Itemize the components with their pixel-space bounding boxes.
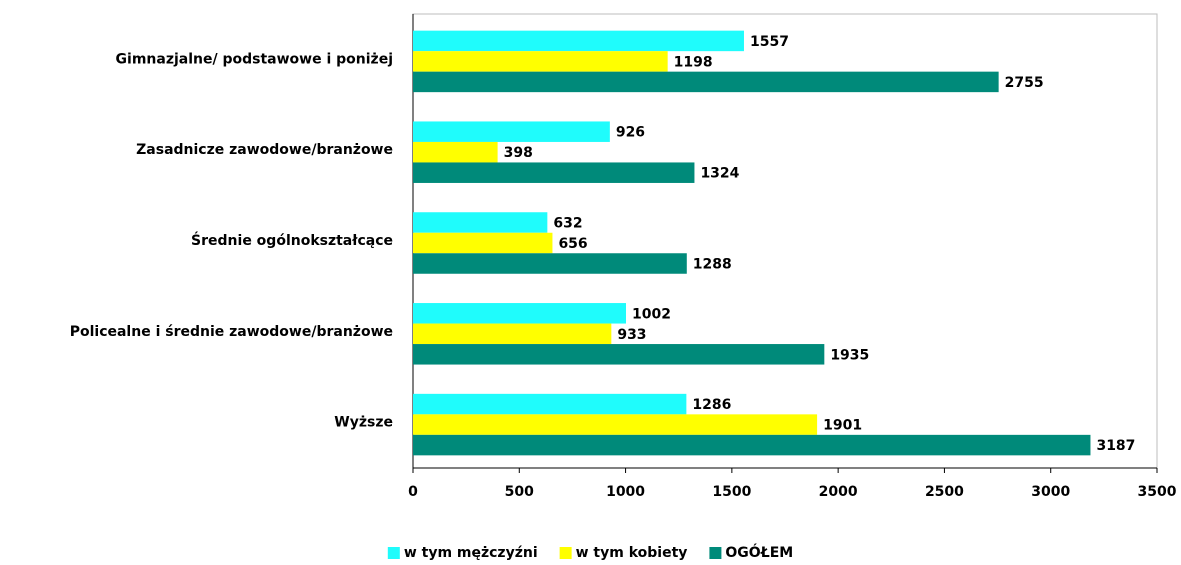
legend-label: w tym kobiety	[576, 545, 688, 561]
x-tick-label: 1000	[606, 484, 645, 500]
value-label: 1198	[674, 54, 713, 70]
y-tick-label: Policealne i średnie zawodowe/branżowe	[70, 324, 393, 340]
bar	[413, 434, 1091, 456]
bar	[413, 232, 553, 254]
x-tick-label: 500	[505, 484, 534, 500]
bar	[413, 323, 612, 345]
value-label: 1288	[693, 257, 732, 273]
y-tick-label: Wyższe	[334, 415, 393, 431]
value-label: 1557	[750, 34, 789, 50]
value-label: 1324	[700, 166, 739, 182]
bar	[413, 393, 687, 415]
value-label: 1935	[830, 347, 869, 363]
bar	[413, 121, 610, 142]
bar	[413, 414, 818, 435]
value-label: 933	[617, 327, 646, 343]
bar	[413, 51, 668, 72]
bar	[413, 303, 626, 324]
x-tick-label: 3500	[1138, 484, 1177, 500]
legend-swatch	[559, 547, 572, 559]
bar	[413, 30, 744, 52]
legend-label: OGÓŁEM	[725, 543, 793, 561]
legend-swatch	[387, 547, 400, 559]
value-label: 398	[504, 145, 533, 161]
bar	[413, 344, 825, 365]
x-tick-label: 1500	[712, 484, 751, 500]
value-label: 2755	[1005, 75, 1044, 91]
y-tick-label: Zasadnicze zawodowe/branżowe	[136, 142, 393, 158]
bar	[413, 253, 687, 274]
bar	[413, 141, 498, 163]
y-tick-label: Średnie ogólnokształcące	[191, 231, 393, 249]
value-label: 1286	[692, 397, 731, 413]
bar	[413, 162, 695, 183]
value-label: 656	[558, 236, 587, 252]
value-label: 3187	[1096, 438, 1135, 454]
x-tick-label: 0	[408, 484, 418, 500]
value-label: 632	[553, 216, 582, 232]
y-tick-label: Gimnazjalne/ podstawowe i poniżej	[116, 51, 393, 67]
value-label: 926	[616, 125, 645, 141]
legend-label: w tym mężczyźni	[404, 545, 538, 561]
bar	[413, 212, 548, 233]
bar	[413, 71, 999, 93]
x-tick-label: 2500	[925, 484, 964, 500]
value-label: 1002	[632, 306, 671, 322]
x-tick-label: 2000	[819, 484, 858, 500]
value-label: 1901	[823, 418, 862, 434]
x-tick-label: 3000	[1031, 484, 1070, 500]
legend-swatch	[709, 547, 722, 559]
